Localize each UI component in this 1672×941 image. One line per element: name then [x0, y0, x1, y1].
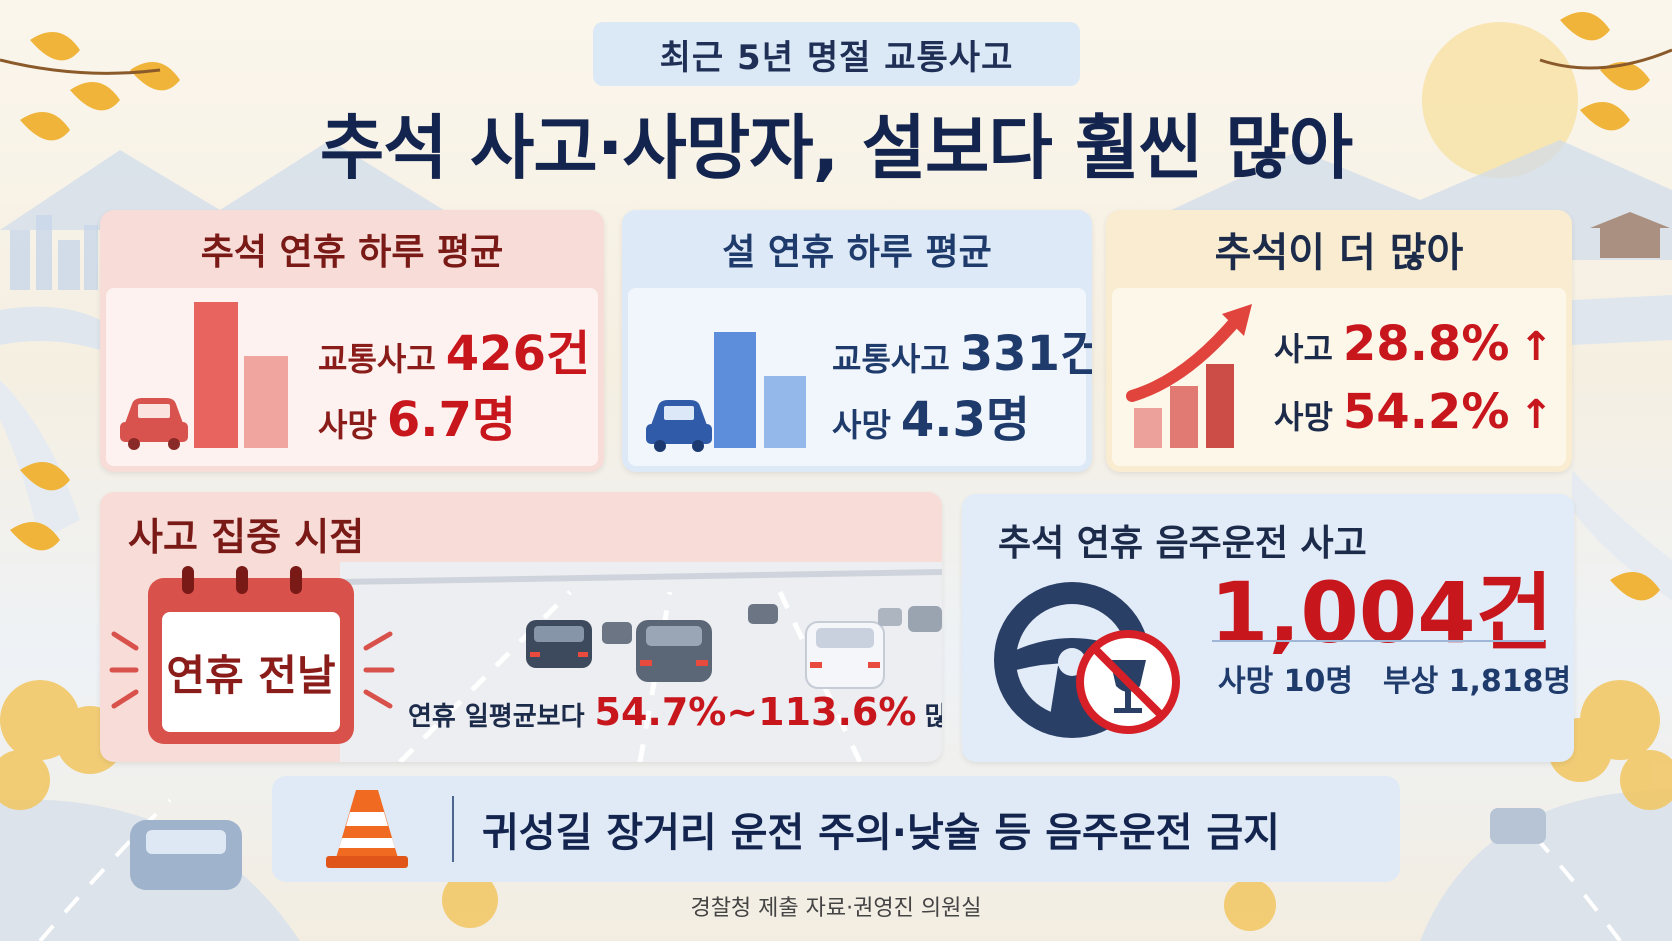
- calendar-label: 연휴 전날: [166, 650, 336, 700]
- chuseok-accident-bar: [194, 302, 238, 448]
- chuseok-bar-chart: [120, 302, 288, 450]
- chuseok-accidents-line: 교통사고 426건: [318, 314, 590, 384]
- chuseok-deaths-label: 사망: [318, 406, 377, 444]
- drunk-count: 1,004건: [1210, 564, 1553, 662]
- warning-banner: 귀성길 장거리 운전 주의·낮술 등 음주운전 금지: [272, 776, 1400, 882]
- divider: [452, 796, 454, 862]
- seol-deaths-value: 4.3명: [900, 392, 1031, 448]
- drunk-injuries: 부상 1,818명: [1383, 664, 1572, 699]
- comparison-deaths-value: 54.2%: [1342, 384, 1510, 440]
- car-icon: [646, 400, 712, 452]
- seol-death-bar: [764, 376, 806, 448]
- seol-accidents-line: 교통사고 331건: [832, 314, 1092, 384]
- chuseok-deaths-line: 사망 6.7명: [318, 380, 516, 450]
- seol-panel-body: 교통사고 331건 사망 4.3명: [628, 288, 1092, 466]
- chuseok-average-panel: 추석 연휴 하루 평균 교통사고 426건 사망 6.7명: [100, 210, 604, 472]
- chuseok-accidents-value: 426건: [445, 326, 591, 382]
- seol-accidents-value: 331건: [959, 326, 1092, 382]
- chuseok-deaths-value: 6.7명: [386, 392, 517, 448]
- drunk-casualties: 사망 10명 부상 1,818명: [1218, 656, 1571, 700]
- seol-panel-title: 설 연휴 하루 평균: [722, 232, 992, 273]
- drunk-panel-title: 추석 연휴 음주운전 사고: [998, 523, 1367, 564]
- seol-accident-bar: [714, 332, 756, 448]
- chuseok-death-bar: [244, 356, 288, 448]
- up-arrow-icon: ↑: [1519, 392, 1553, 438]
- seol-deaths-line: 사망 4.3명: [832, 380, 1030, 450]
- seol-average-panel: 설 연휴 하루 평균 교통사고 331건 사망 4.3명: [622, 210, 1092, 472]
- page-title: 추석 사고·사망자, 설보다 훨씬 많아: [319, 106, 1353, 189]
- source-credit: 경찰청 제출 자료·권영진 의원실: [690, 896, 982, 921]
- timing-note-suffix: 많아: [924, 702, 942, 732]
- car-icon: [526, 620, 592, 668]
- traffic-cone-icon: [326, 790, 408, 868]
- comparison-panel: 추석이 더 많아 사고 28.8% ↑ 사망 54.2% ↑: [1106, 210, 1572, 472]
- comparison-panel-body: 사고 28.8% ↑ 사망 54.2% ↑: [1112, 288, 1566, 466]
- car-icon: [636, 620, 712, 682]
- chuseok-panel-body: 교통사고 426건 사망 6.7명: [106, 288, 598, 466]
- drunk-driving-panel: 추석 연휴 음주운전 사고 1,004건 사망 10명 부상 1,818명: [962, 494, 1574, 762]
- comparison-accidents-label: 사고: [1274, 330, 1333, 368]
- accident-timing-panel: 사고 집중 시점 연휴 전날 연휴 일평균보다 54.7%~113.6% 많아: [100, 492, 942, 762]
- seol-bar-chart: [646, 332, 806, 452]
- comparison-accidents-value: 28.8%: [1342, 316, 1510, 372]
- seol-deaths-label: 사망: [832, 406, 891, 444]
- comparison-accidents-line: 사고 28.8% ↑: [1274, 316, 1553, 372]
- calendar-icon: [109, 566, 395, 744]
- up-arrow-icon: ↑: [1519, 324, 1553, 370]
- highway-traffic-illustration: [340, 562, 942, 762]
- warning-text: 귀성길 장거리 운전 주의·낮술 등 음주운전 금지: [482, 810, 1280, 856]
- chuseok-accidents-label: 교통사고: [318, 340, 436, 378]
- chuseok-panel-title: 추석 연휴 하루 평균: [200, 232, 504, 273]
- car-icon: [805, 621, 885, 689]
- comparison-deaths-label: 사망: [1274, 398, 1333, 436]
- car-icon: [120, 398, 188, 450]
- steering-wheel-no-alcohol-icon: [994, 582, 1180, 738]
- timing-note: 연휴 일평균보다 54.7%~113.6% 많아: [408, 690, 942, 734]
- rising-bar-chart-icon: [1126, 304, 1252, 448]
- timing-panel-title: 사고 집중 시점: [128, 515, 365, 559]
- drunk-deaths: 사망 10명: [1218, 664, 1353, 699]
- timing-note-prefix: 연휴 일평균보다: [408, 702, 585, 732]
- seol-accidents-label: 교통사고: [832, 340, 950, 378]
- divider: [1212, 640, 1544, 642]
- comparison-deaths-line: 사망 54.2% ↑: [1274, 384, 1553, 440]
- comparison-panel-title: 추석이 더 많아: [1214, 230, 1464, 276]
- subtitle-pill: 최근 5년 명절 교통사고: [593, 22, 1080, 86]
- timing-note-value: 54.7%~113.6%: [594, 690, 917, 734]
